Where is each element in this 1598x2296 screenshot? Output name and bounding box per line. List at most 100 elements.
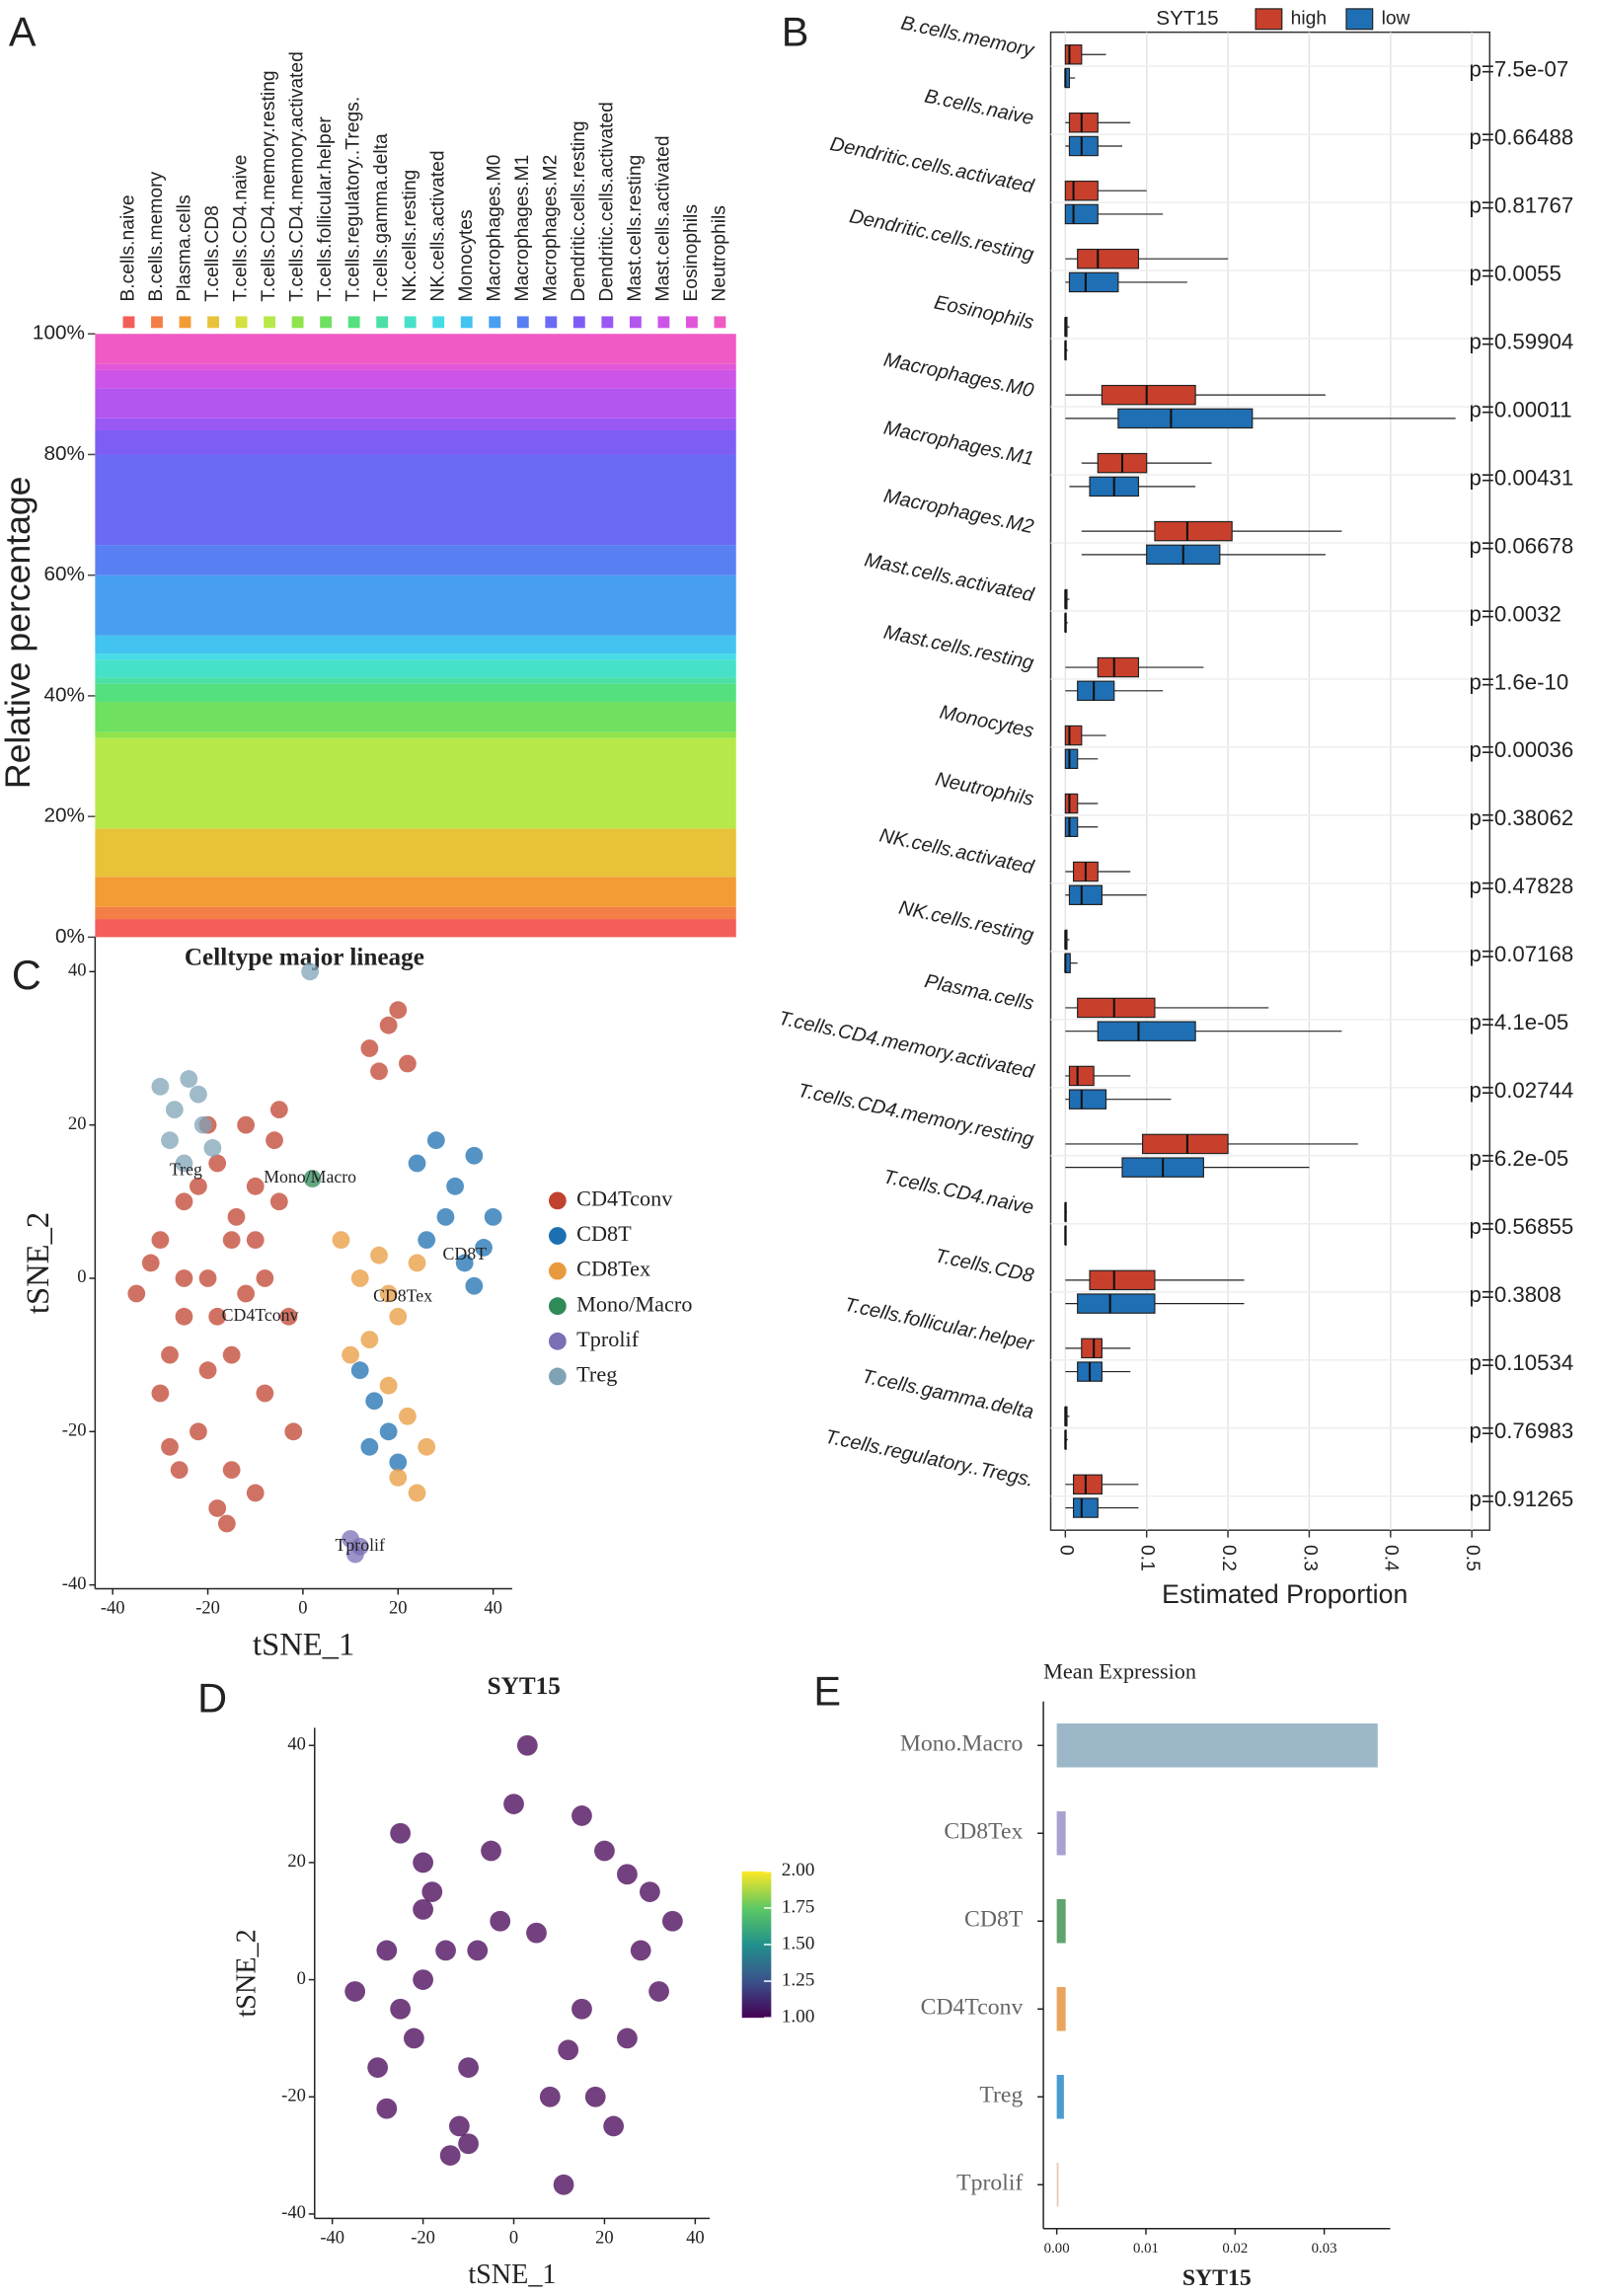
legend-swatch	[548, 1191, 567, 1210]
x-tick-label: -20	[195, 1598, 220, 1619]
point	[558, 2039, 579, 2061]
chart-title: Mean Expression	[1043, 1659, 1196, 1684]
legend-label: T.cells.follicular.helper	[315, 116, 336, 302]
legend-swatch	[548, 1297, 567, 1316]
legend-label: B.cells.memory	[146, 172, 167, 302]
legend-label: Tprolif	[576, 1327, 640, 1351]
y-tick-label: 40	[287, 1733, 306, 1754]
legend-label: T.cells.CD4.memory.activated	[287, 51, 308, 301]
x-tick-label: 40	[686, 2227, 705, 2248]
legend-label: T.cells.CD8	[202, 205, 223, 301]
box	[1089, 1269, 1156, 1291]
point	[217, 1514, 236, 1533]
category-label: Dendritic.cells.resting	[848, 205, 1036, 266]
point	[203, 1139, 222, 1157]
x-tick-label: 0.5	[1462, 1545, 1483, 1571]
box	[1072, 1474, 1103, 1495]
point	[151, 1384, 170, 1403]
box	[1081, 1338, 1103, 1359]
point	[170, 1461, 189, 1480]
point	[269, 1101, 288, 1119]
legend-label: T.cells.CD4.naive	[231, 155, 252, 302]
bar	[1056, 1810, 1066, 1856]
point	[190, 1085, 207, 1104]
point	[539, 2086, 561, 2107]
point	[141, 1254, 160, 1272]
box	[1064, 44, 1083, 65]
point	[484, 1207, 502, 1226]
point	[571, 1805, 592, 1826]
legend-label: CD8T	[576, 1221, 632, 1246]
category-label: Mast.cells.resting	[881, 621, 1035, 674]
category-label: Mono.Macro	[900, 1731, 1023, 1757]
legend-label: T.cells.CD4.memory.resting	[259, 70, 279, 301]
y-axis-label: tSNE_2	[21, 1212, 56, 1314]
y-tick-label: -20	[62, 1420, 87, 1441]
panel-label: D	[197, 1675, 227, 1722]
colorbar-label: 1.50	[782, 1933, 815, 1953]
legend-label: Neutrophils	[710, 205, 730, 301]
point	[222, 1231, 241, 1250]
legend-swatch	[179, 316, 191, 329]
y-tick-label: 20	[68, 1113, 87, 1134]
stack-segment	[95, 906, 736, 920]
point	[379, 1376, 398, 1395]
box	[1101, 384, 1196, 406]
point	[413, 1898, 433, 1920]
x-axis-label: tSNE_1	[253, 1627, 354, 1662]
box	[1068, 1065, 1095, 1087]
legend-swatch	[545, 316, 558, 329]
point	[151, 1077, 170, 1096]
legend-swatch	[629, 316, 642, 329]
point	[516, 1734, 538, 1756]
box	[1117, 408, 1254, 429]
point	[418, 1437, 436, 1456]
category-label: CD4Tconv	[921, 1995, 1024, 2021]
category-label: T.cells.follicular.helper	[842, 1294, 1036, 1355]
legend-swatch	[548, 1227, 567, 1245]
stack-segment	[95, 877, 736, 907]
x-axis-label: SYT15	[1182, 2265, 1252, 2291]
box	[1097, 1021, 1196, 1041]
x-tick-label: 20	[389, 1598, 408, 1619]
p-value: p=0.00036	[1470, 737, 1574, 762]
legend-label: Dendritic.cells.resting	[569, 120, 589, 301]
y-tick-label: 80%	[43, 442, 85, 465]
point	[526, 1922, 547, 1944]
category-label: Tprolif	[956, 2171, 1023, 2196]
category-label: B.cells.naive	[923, 85, 1035, 129]
box	[1097, 656, 1140, 678]
bar	[1056, 1722, 1378, 1768]
y-tick-label: 20	[287, 1851, 306, 1872]
point	[399, 1054, 417, 1073]
box	[1077, 248, 1140, 269]
legend-swatch	[601, 316, 614, 329]
x-tick-label: -40	[320, 2227, 344, 2248]
legend-swatch	[207, 316, 219, 329]
category-label: Macrophages.M1	[881, 418, 1035, 471]
y-tick-label: -40	[62, 1573, 87, 1594]
legend-label: Macrophages.M2	[540, 155, 561, 302]
box	[1077, 680, 1115, 702]
legend-label: Treg	[576, 1362, 617, 1387]
p-value: p=0.47828	[1470, 874, 1574, 898]
panel-label: E	[813, 1667, 841, 1714]
legend-label: Macrophages.M0	[484, 155, 504, 302]
legend-swatch	[548, 1332, 567, 1350]
point	[237, 1115, 255, 1134]
p-value: p=4.1e-05	[1470, 1010, 1569, 1034]
legend-swatch	[264, 316, 276, 329]
point	[465, 1146, 484, 1165]
legend-title: SYT15	[1156, 7, 1218, 30]
point	[227, 1207, 246, 1226]
box	[1068, 1089, 1107, 1110]
x-tick-label: 0.00	[1044, 2241, 1070, 2257]
point	[175, 1154, 193, 1173]
x-tick-label: 0.1	[1137, 1545, 1158, 1571]
p-value: p=6.2e-05	[1470, 1146, 1569, 1171]
category-label: Mast.cells.activated	[863, 549, 1036, 606]
y-tick-label: 40	[68, 960, 87, 981]
point	[617, 1864, 638, 1885]
legend-swatch	[122, 316, 135, 329]
